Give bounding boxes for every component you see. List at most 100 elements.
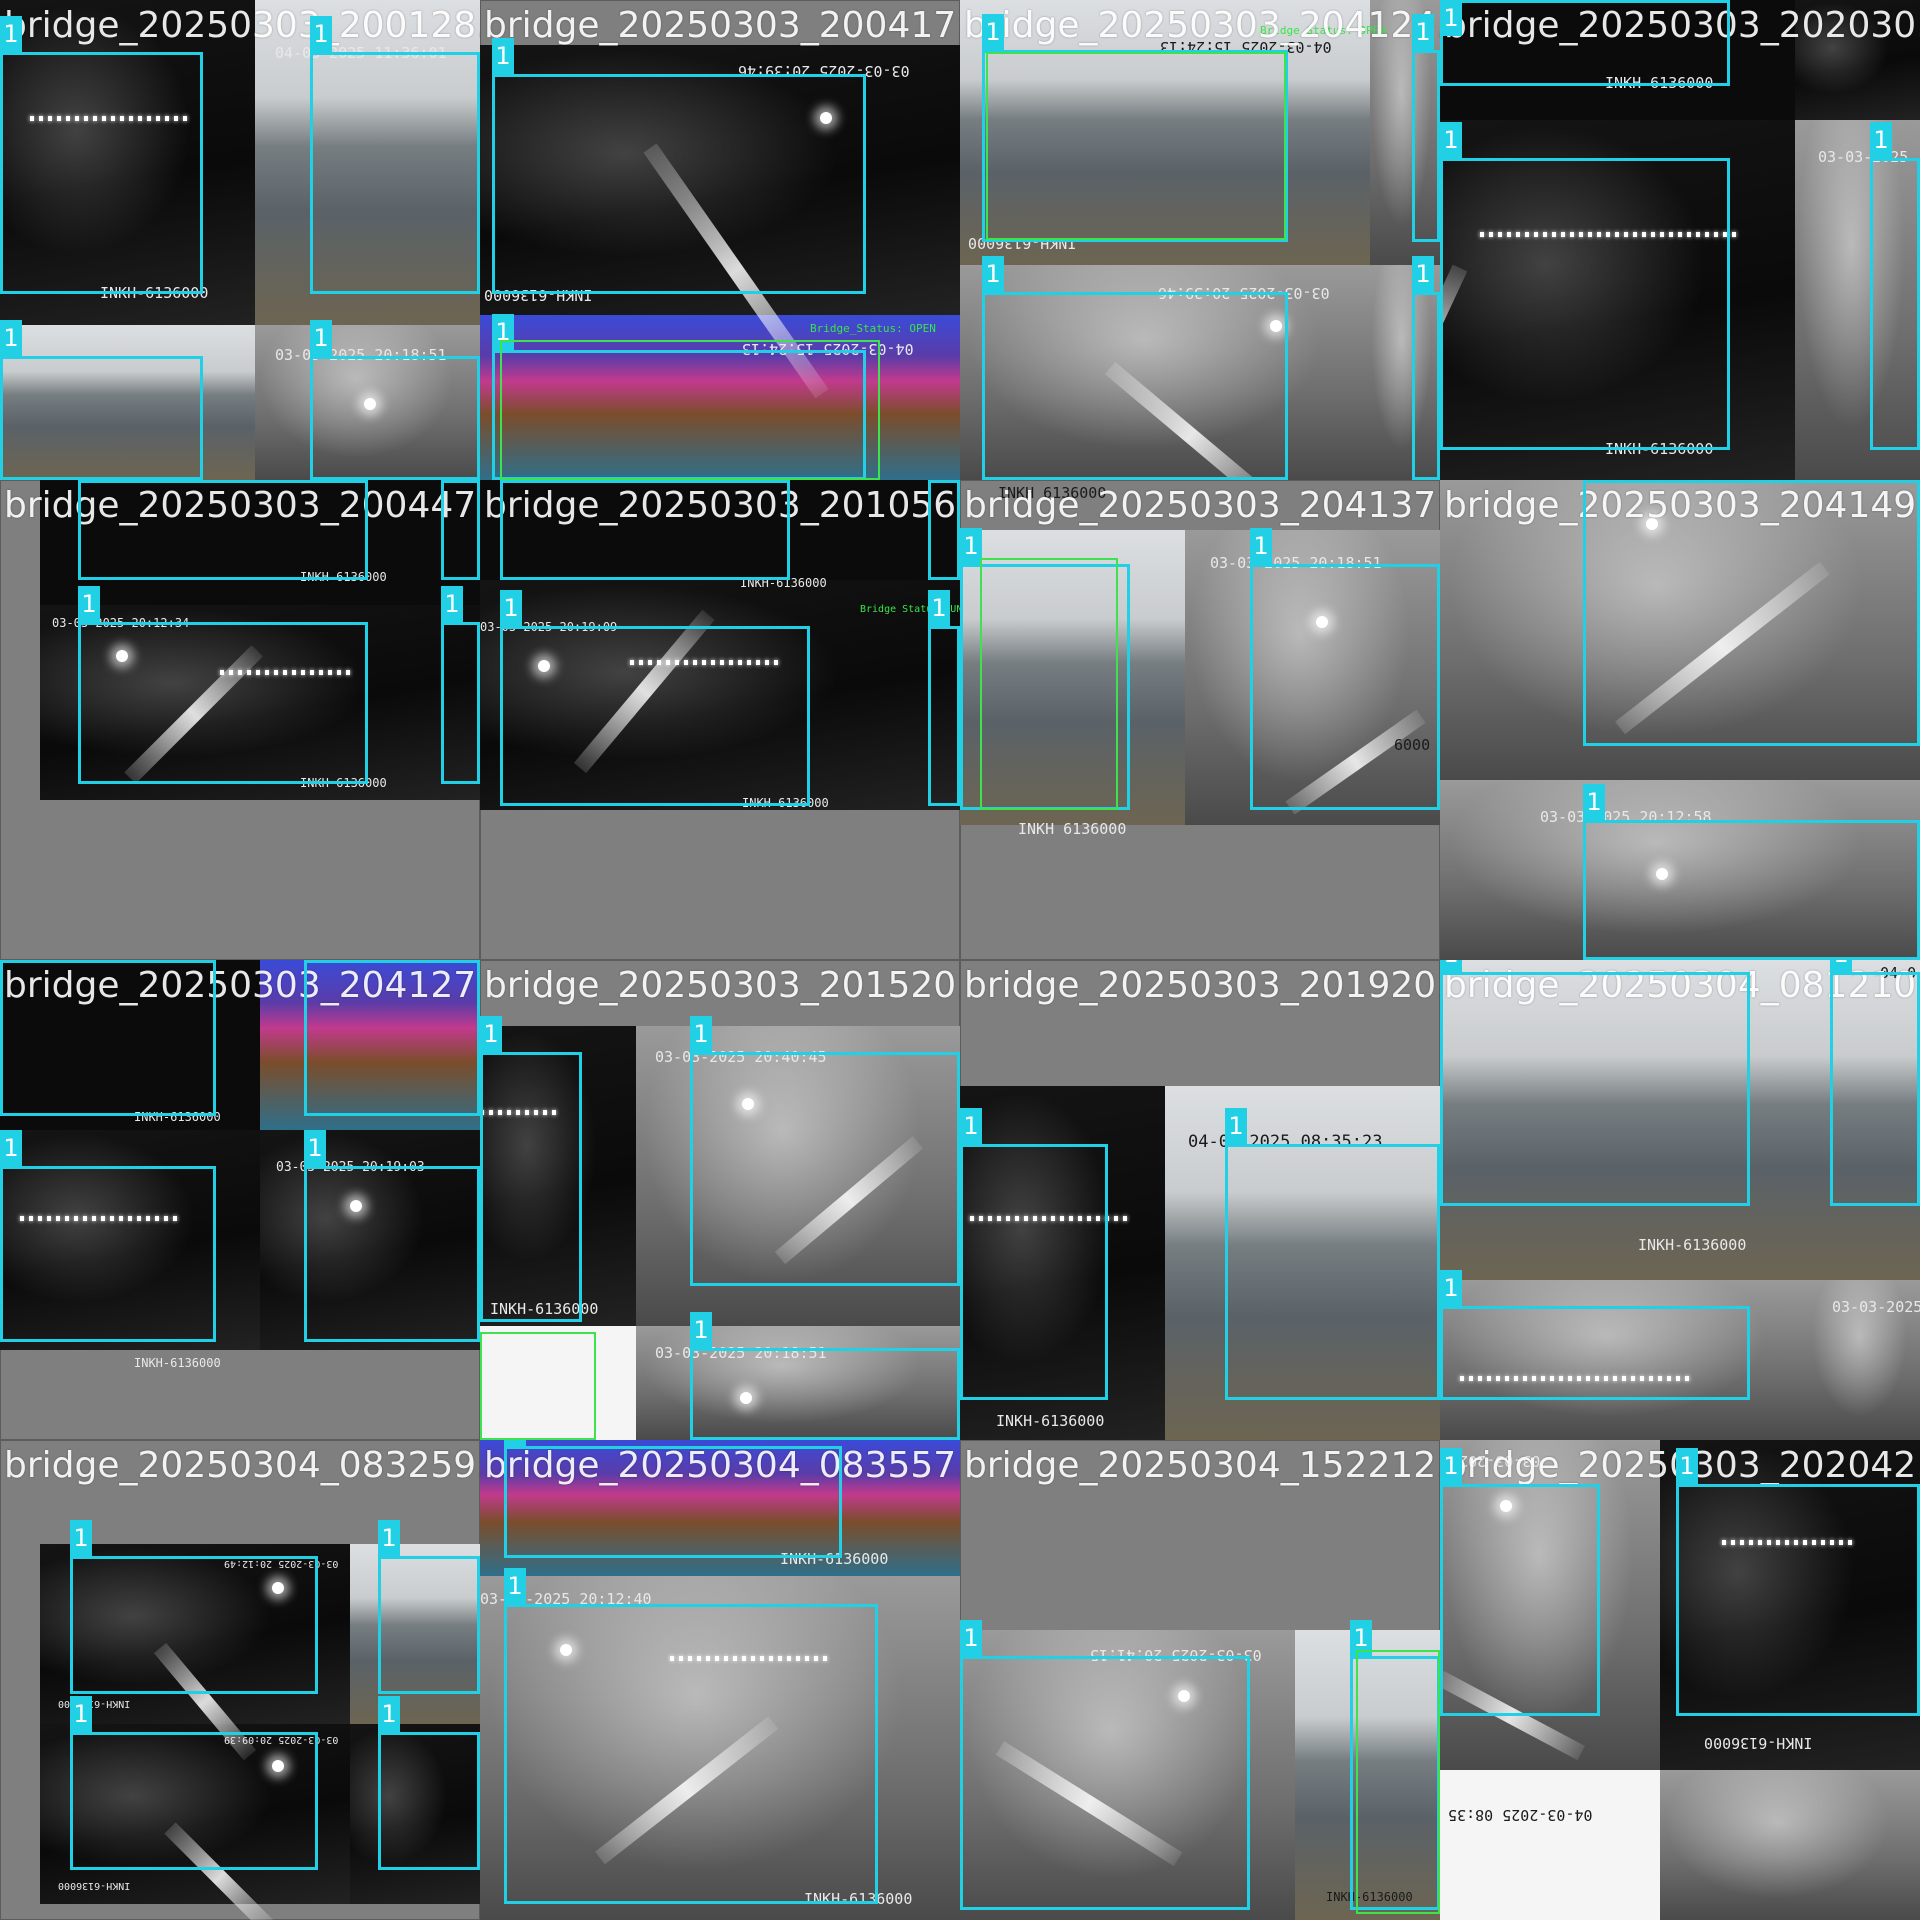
detection-box[interactable] [982, 50, 1288, 242]
detection-box[interactable] [0, 52, 203, 294]
bridge-status-text: Bridge Status: UNKNOWN [860, 604, 960, 615]
detection-box[interactable] [1583, 820, 1920, 960]
camera-id-stamp: INKH-6136000 [1638, 1236, 1747, 1254]
detection-box[interactable] [1412, 50, 1440, 242]
class-label: 1 [378, 1520, 400, 1556]
camera-frame [480, 1576, 960, 1920]
detection-box[interactable] [960, 1656, 1250, 1910]
detection-box[interactable] [441, 480, 480, 580]
detection-box[interactable] [1583, 480, 1920, 746]
bridge-lights [970, 1216, 1130, 1221]
street-lamp [364, 398, 376, 410]
image-tile[interactable]: 03-03-2025 20:39:46 INKH-6136000 04-03-2… [480, 0, 960, 480]
image-tile[interactable]: INKH-6136000 03-03-2025 20:12:34 INKH-61… [0, 480, 480, 960]
detection-box[interactable] [500, 626, 810, 806]
detection-box[interactable] [70, 1732, 318, 1870]
camera-id-stamp: INKH 6136000 [1018, 820, 1127, 838]
class-label: 1 [1412, 14, 1434, 50]
detection-box[interactable] [378, 1556, 480, 1694]
camera-frame [480, 1326, 636, 1440]
detection-box[interactable] [304, 960, 480, 1116]
detection-box[interactable] [1250, 564, 1440, 810]
image-tile[interactable]: 03-03-2025 20:12:58 bridge_20250303_2041… [1440, 480, 1920, 960]
detection-box[interactable] [1440, 158, 1730, 450]
camera-frame [260, 960, 480, 1130]
image-tile[interactable]: INKH-6136000 03-03-2025 INKH-6136000 bri… [1440, 0, 1920, 480]
street-lamp [1178, 1690, 1190, 1702]
detection-box[interactable] [1440, 1484, 1600, 1716]
camera-id-stamp: INKH-6136000 [996, 1412, 1105, 1430]
image-tile[interactable]: 03-03-2025 20:12:49 INKH-6136000 03-03-2… [0, 1440, 480, 1920]
image-tile[interactable]: 03-03-2025 INKH-6136000 04-03-2025 08:35… [1440, 1440, 1920, 1920]
image-tile[interactable]: INKH 6136000 03-03-2025 20:18:51 INKH 61… [960, 480, 1440, 960]
detection-box[interactable] [304, 1166, 480, 1342]
image-tile[interactable]: 04-03-2025 08:35:23 INKH-6136000 bridge_… [960, 960, 1440, 1440]
detection-box[interactable] [1830, 972, 1920, 1206]
class-label: 1 [310, 16, 332, 52]
detection-box[interactable] [70, 1556, 318, 1694]
camera-frame [1440, 480, 1920, 780]
detection-box[interactable] [1412, 292, 1440, 480]
image-tile[interactable]: 03-03-2025 20:40:45 INKH-6136000 03-03-2… [480, 960, 960, 1440]
filename-label: bridge_20250303_200417.jpg [484, 5, 960, 46]
detection-box[interactable] [982, 292, 1288, 480]
detection-box[interactable] [441, 622, 480, 784]
image-tile[interactable]: INKH-6136000 03-03-2025 20:12:40 INKH-61… [480, 1440, 960, 1920]
detection-box[interactable] [1225, 1144, 1440, 1400]
detection-box[interactable] [78, 480, 368, 580]
street-lamp [1500, 1500, 1512, 1512]
class-label: 1 [504, 1568, 526, 1604]
detection-box[interactable] [960, 1144, 1108, 1400]
image-tile[interactable]: INKH-6136000 03-03-2025 20:19:09 INKH-61… [480, 480, 960, 960]
filename-label: bridge_20250303_201520.jpg [484, 965, 960, 1006]
image-tile[interactable]: INKH-6136000 03-03-2025 20:19:03 INKH-61… [0, 960, 480, 1440]
class-label: 1 [1440, 1270, 1462, 1306]
bridge-status-text: Bridge_Status: OPEN [810, 322, 936, 335]
detection-box[interactable] [690, 1348, 960, 1440]
bridge-lights [1460, 1376, 1690, 1381]
detection-box[interactable] [928, 480, 960, 580]
detection-box[interactable] [0, 960, 216, 1116]
class-label: 1 [960, 528, 982, 564]
status-region-box [480, 1332, 596, 1440]
camera-frame [480, 1440, 960, 1576]
class-label: 1 [1440, 1448, 1462, 1484]
detection-box[interactable] [0, 1166, 216, 1342]
detection-box[interactable] [1440, 0, 1730, 86]
image-tile[interactable]: INKH-6136000 04-03-2025 11:36:01 03-03-2… [0, 0, 480, 480]
detection-box[interactable] [928, 626, 960, 806]
filename-label: bridge_20250303_201056.jpg [484, 485, 960, 526]
camera-id-stamp: INKH-6136000 [1704, 1734, 1813, 1752]
bridge-lights [20, 1216, 180, 1221]
street-lamp [740, 1392, 752, 1404]
detection-box[interactable] [1440, 972, 1750, 1206]
detection-box[interactable] [492, 74, 866, 294]
detection-box[interactable] [1676, 1484, 1920, 1716]
detection-box[interactable] [504, 1604, 878, 1904]
street-lamp [742, 1098, 754, 1110]
detection-box[interactable] [310, 52, 480, 294]
detection-box[interactable] [310, 356, 480, 480]
filename-label: bridge_20250304_083557.jpg [484, 1445, 960, 1486]
detection-box[interactable] [690, 1052, 960, 1286]
detection-box[interactable] [480, 1052, 582, 1322]
detection-box[interactable] [0, 356, 203, 480]
class-label: 1 [310, 320, 332, 356]
detection-box[interactable] [1440, 1306, 1750, 1400]
camera-frame [1660, 1770, 1920, 1920]
class-label: 1 [480, 1016, 502, 1052]
street-lamp [1656, 868, 1668, 880]
detection-box[interactable] [378, 1732, 480, 1870]
image-tile[interactable]: 03-03-2025 20:41:15 INKH-6136000 bridge_… [960, 1440, 1440, 1920]
image-tile[interactable]: Bridge_Status: OPEN 04-03-2025 15:24:13 … [960, 0, 1440, 480]
bridge-lights [220, 670, 350, 675]
detection-box[interactable] [78, 622, 368, 784]
class-label: 1 [492, 38, 514, 74]
camera-id-stamp: INKH-6136000 [490, 1300, 599, 1318]
class-label: 1 [1676, 1448, 1698, 1484]
image-tile[interactable]: 04-0 INKH-6136000 03-03-2025 bridge_2025… [1440, 960, 1920, 1440]
camera-id-stamp: INKH-6136000 [780, 1550, 889, 1568]
detection-box[interactable] [1870, 158, 1920, 450]
detection-box[interactable] [504, 1446, 842, 1558]
detection-box[interactable] [500, 480, 790, 580]
